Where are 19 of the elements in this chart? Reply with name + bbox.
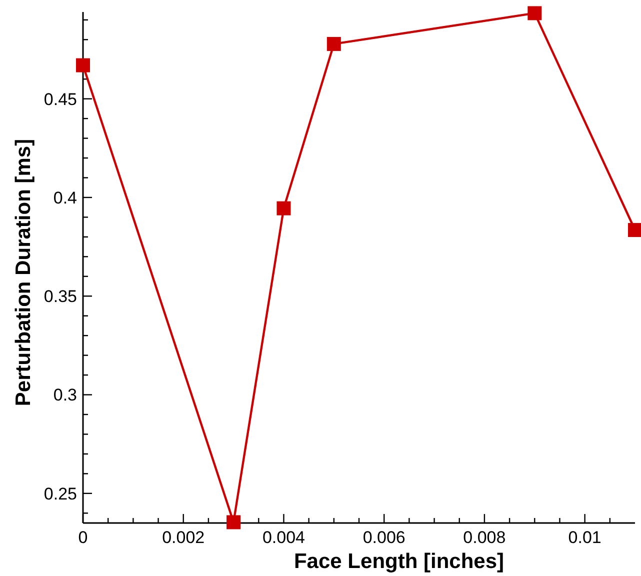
point [528,6,542,20]
point [76,58,90,72]
x-tick-label: 0.004 [262,528,305,547]
y-tick-label: 0.45 [44,90,77,109]
point [326,36,341,51]
y-tick-label: 0.25 [44,484,77,504]
x-tick-label: 0.002 [162,528,205,547]
point [226,515,241,530]
y-tick-label: 0.35 [44,287,77,306]
point [628,223,641,238]
y-tick-label: 0.3 [53,386,77,405]
y-tick-label: 0.4 [53,188,77,208]
x-axis-title: Face Length [inches] [294,550,504,573]
point [276,201,291,216]
x-tick-label: 0.008 [463,528,506,547]
x-tick-label: 0.006 [362,528,406,547]
y-axis-title: Perturbation Duration [ms] [12,138,35,406]
x-tick-label: 0 [78,528,88,547]
x-tick-label: 0.01 [568,528,602,547]
